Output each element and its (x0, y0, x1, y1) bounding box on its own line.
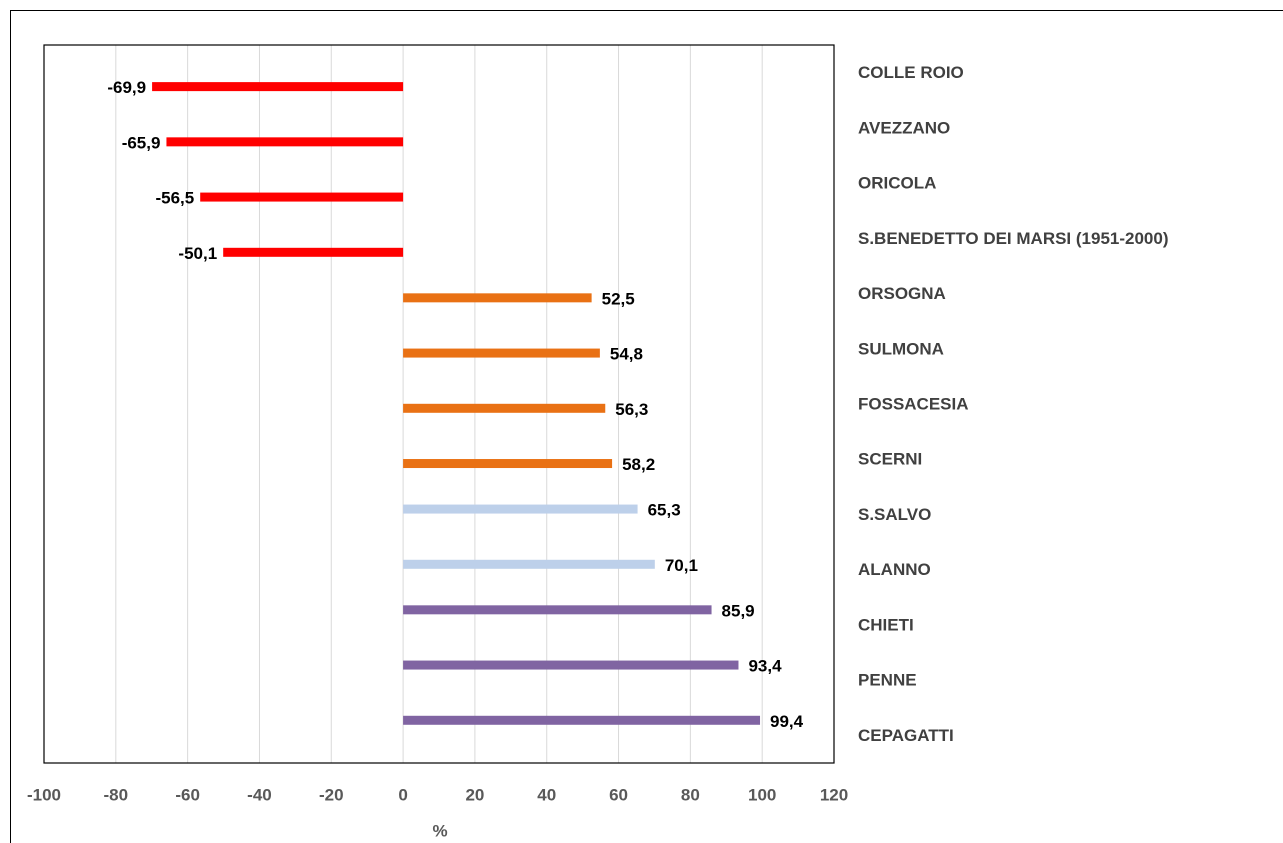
value-label: 56,3 (615, 400, 648, 419)
bar (200, 192, 404, 202)
x-tick-label: 120 (820, 785, 848, 804)
bar (223, 247, 404, 257)
x-tick-label: 0 (398, 785, 407, 804)
value-label: 65,3 (648, 501, 681, 520)
value-label: 58,2 (622, 455, 655, 474)
x-tick-label: 20 (465, 785, 484, 804)
category-label: ALANNO (858, 560, 931, 579)
value-label: 99,4 (770, 712, 804, 731)
value-label: 93,4 (748, 657, 782, 676)
value-label: -69,9 (107, 78, 146, 97)
x-tick-label: -80 (104, 785, 129, 804)
bar (403, 715, 761, 725)
x-tick-label: 100 (748, 785, 776, 804)
x-tick-label: 80 (681, 785, 700, 804)
bar (403, 459, 613, 469)
category-label: SULMONA (858, 339, 944, 358)
value-label: 70,1 (665, 556, 698, 575)
x-tick-label: 60 (609, 785, 628, 804)
bar (152, 82, 404, 92)
category-label: ORICOLA (858, 174, 936, 193)
value-label: -56,5 (155, 189, 194, 208)
value-label: 52,5 (602, 289, 635, 308)
bar (403, 403, 606, 413)
category-label: FOSSACESIA (858, 394, 969, 413)
x-tick-label: -100 (27, 785, 61, 804)
category-label: SCERNI (858, 450, 922, 469)
value-label: -50,1 (178, 244, 217, 263)
x-tick-label: -20 (319, 785, 344, 804)
bar (403, 660, 739, 670)
chart-border (10, 10, 1283, 843)
category-label: AVEZZANO (858, 118, 950, 137)
bar (403, 605, 712, 615)
category-label: S.BENEDETTO DEI MARSI (1951-2000) (858, 229, 1169, 248)
category-label: ORSOGNA (858, 284, 946, 303)
plot-area (43, 44, 835, 764)
x-axis-title: % (432, 821, 447, 840)
bar (403, 559, 655, 569)
category-label: COLLE ROIO (858, 63, 964, 82)
x-tick-label: -60 (175, 785, 200, 804)
category-label: S.SALVO (858, 505, 931, 524)
bar (403, 348, 600, 358)
category-label: PENNE (858, 671, 917, 690)
bar (403, 504, 638, 514)
bar (166, 137, 404, 147)
bar (403, 293, 592, 303)
x-tick-label: -40 (247, 785, 272, 804)
value-label: 54,8 (610, 345, 643, 364)
category-label: CHIETI (858, 615, 914, 634)
value-label: 85,9 (722, 601, 755, 620)
category-label: CEPAGATTI (858, 726, 954, 745)
x-tick-label: 40 (537, 785, 556, 804)
value-label: -65,9 (122, 133, 161, 152)
